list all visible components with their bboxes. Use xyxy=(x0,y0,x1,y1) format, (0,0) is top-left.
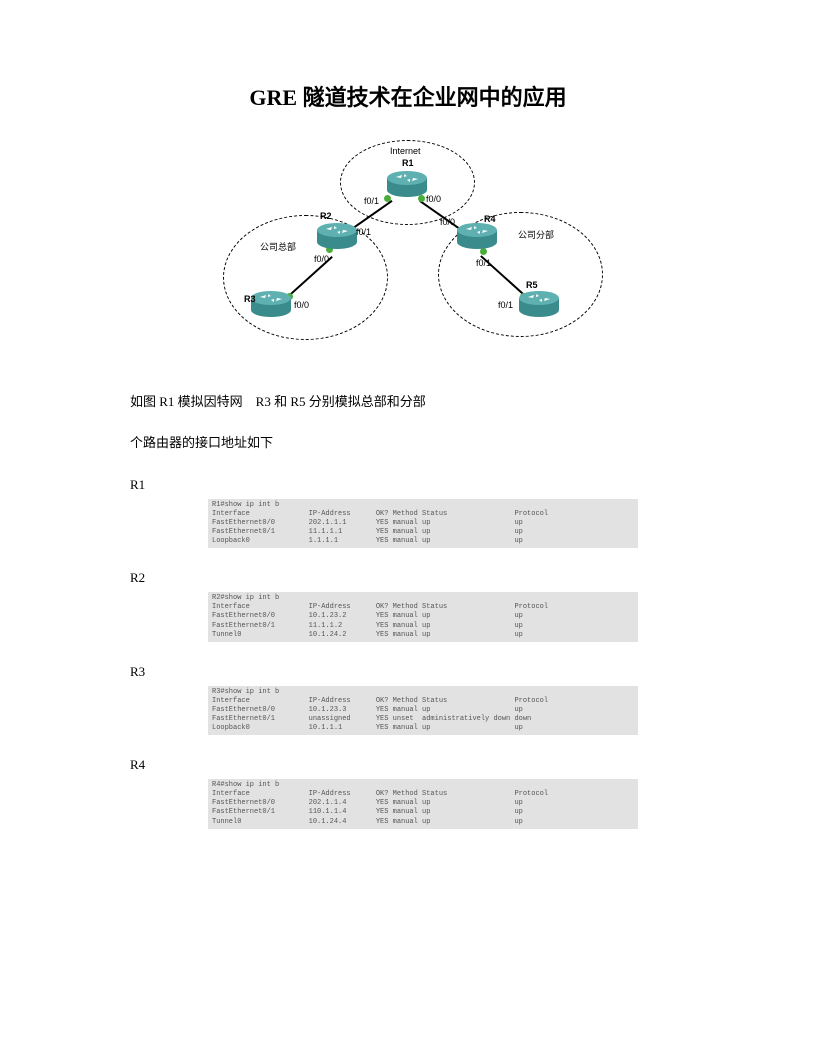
label-internet: Internet xyxy=(390,146,421,156)
if-r4-up: f0/0 xyxy=(440,217,455,227)
rname-r3: R3 xyxy=(244,294,256,304)
terminal-r1: R1#show ip int b Interface IP-Address OK… xyxy=(208,499,638,548)
section-label-r3: R3 xyxy=(130,664,686,680)
if-r1-r: f0/0 xyxy=(426,194,441,204)
label-hq: 公司总部 xyxy=(260,240,296,253)
paragraph-subhead: 个路由器的接口地址如下 xyxy=(130,431,686,454)
terminal-r4: R4#show ip int b Interface IP-Address OK… xyxy=(208,779,638,828)
if-r2-up: f0/1 xyxy=(356,227,371,237)
if-r3: f0/0 xyxy=(294,300,309,310)
router-r4 xyxy=(456,220,498,250)
rname-r4: R4 xyxy=(484,214,496,224)
section-label-r2: R2 xyxy=(130,570,686,586)
terminal-r2: R2#show ip int b Interface IP-Address OK… xyxy=(208,592,638,641)
router-r1 xyxy=(386,168,428,198)
network-diagram: Internet 公司总部 公司分部 R1 R2 R3 R4 R5 f0/1 f… xyxy=(208,140,608,360)
label-branch: 公司分部 xyxy=(518,228,554,241)
terminal-r3: R3#show ip int b Interface IP-Address OK… xyxy=(208,686,638,735)
router-r3 xyxy=(250,288,292,318)
if-r1-l: f0/1 xyxy=(364,196,379,206)
if-r5: f0/1 xyxy=(498,300,513,310)
router-r2 xyxy=(316,220,358,250)
section-label-r4: R4 xyxy=(130,757,686,773)
if-r4-dn: f0/1 xyxy=(476,258,491,268)
rname-r2: R2 xyxy=(320,211,332,221)
rname-r1: R1 xyxy=(402,158,414,168)
if-r2-dn: f0/0 xyxy=(314,254,329,264)
rname-r5: R5 xyxy=(526,280,538,290)
section-label-r1: R1 xyxy=(130,477,686,493)
paragraph-intro: 如图 R1 模拟因特网 R3 和 R5 分别模拟总部和分部 xyxy=(130,390,686,413)
router-r5 xyxy=(518,288,560,318)
page-title: GRE 隧道技术在企业网中的应用 xyxy=(130,80,686,112)
